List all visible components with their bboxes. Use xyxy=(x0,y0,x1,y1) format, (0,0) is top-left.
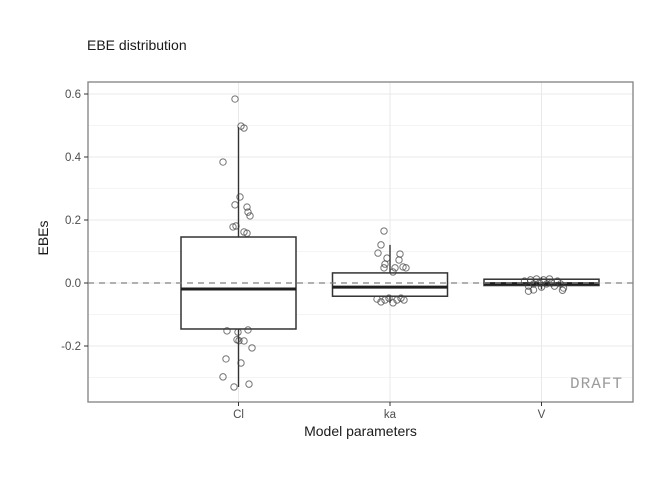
y-tick-label: 0.4 xyxy=(65,152,82,164)
jitter-point xyxy=(377,241,385,249)
jitter-point xyxy=(232,222,240,230)
x-tick-label: Cl xyxy=(233,409,244,421)
jitter-point xyxy=(230,383,238,391)
x-axis-title: Model parameters xyxy=(304,423,417,439)
jitter-point xyxy=(391,264,399,272)
jitter-point xyxy=(235,336,243,345)
jitter-point xyxy=(374,249,382,257)
jitter-point xyxy=(393,296,401,304)
jitter-point xyxy=(399,263,407,271)
jitter-point xyxy=(380,264,388,272)
jitter-point xyxy=(389,268,397,276)
jitter-point xyxy=(395,256,403,264)
jitter-point xyxy=(229,223,237,231)
jitter-point xyxy=(381,260,389,268)
jitter-point xyxy=(246,212,254,220)
jitter-point xyxy=(245,380,253,388)
jitter-point xyxy=(234,328,242,336)
y-axis-title: EBEs xyxy=(35,220,51,256)
y-tick-label: 0.2 xyxy=(65,215,81,227)
y-tick-label: 0.0 xyxy=(65,278,81,290)
y-tick-label: -0.2 xyxy=(61,341,81,353)
jitter-point xyxy=(240,337,248,345)
jitter-point xyxy=(219,373,227,381)
box-ka xyxy=(331,272,449,297)
jitter-point xyxy=(244,326,252,334)
jitter-point xyxy=(529,286,538,294)
jitter-point xyxy=(377,298,385,306)
jitter-point xyxy=(222,355,230,363)
panel-border xyxy=(87,81,634,403)
jitter-point xyxy=(248,344,256,352)
jitter-point xyxy=(558,286,567,294)
jitter-point xyxy=(385,294,393,302)
jitter-point xyxy=(236,193,244,201)
jitter-point xyxy=(231,95,239,103)
jitter-point xyxy=(400,296,408,304)
y-tick-label: 0.6 xyxy=(65,89,81,101)
jitter-point xyxy=(524,287,533,295)
jitter-point xyxy=(381,296,389,304)
x-tick-label: ka xyxy=(384,409,397,421)
chart-title: EBE distribution xyxy=(87,37,187,53)
jitter-point xyxy=(231,201,239,209)
jitter-point xyxy=(383,254,391,262)
jitter-point xyxy=(380,227,388,235)
jitter-point xyxy=(243,229,251,237)
jitter-point xyxy=(237,359,245,367)
x-tick-label: V xyxy=(538,409,546,421)
jitter-point xyxy=(402,264,410,272)
jitter-point xyxy=(244,208,252,216)
jitter-point xyxy=(243,203,251,211)
draft-watermark: DRAFT xyxy=(569,375,623,393)
jitter-point xyxy=(240,124,248,132)
jitter-point xyxy=(545,275,554,283)
jitter-point xyxy=(223,327,231,335)
jitter-point xyxy=(219,158,227,166)
